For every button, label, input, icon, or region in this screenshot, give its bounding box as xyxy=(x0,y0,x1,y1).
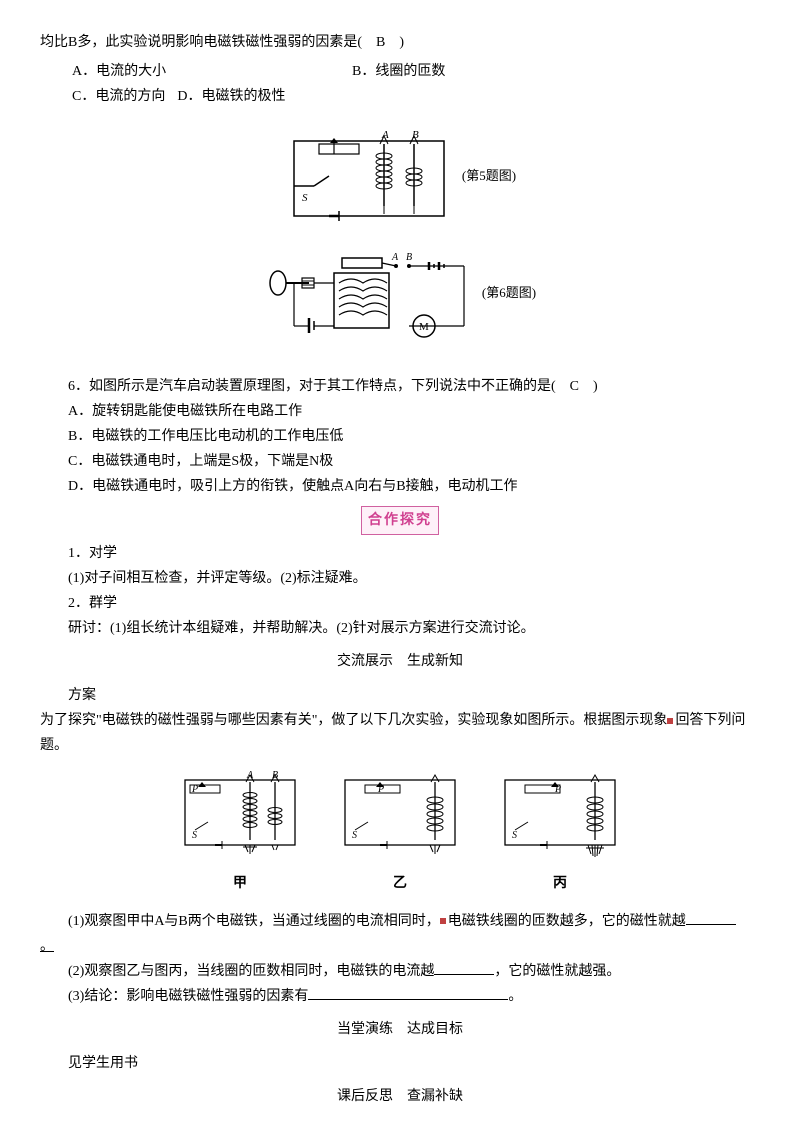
pair-study-title: 1．对学 xyxy=(40,541,760,566)
q6-option-a: A．旋转钥匙能使电磁铁所在电路工作 xyxy=(40,399,760,424)
blank-1 xyxy=(686,911,736,925)
bing-svg: P S xyxy=(500,770,620,860)
section-b-title: 当堂演练 达成目标 xyxy=(40,1017,760,1042)
yi-svg: P S xyxy=(340,770,460,860)
diagram-yi: P S 乙 xyxy=(340,770,460,896)
svg-text:S: S xyxy=(352,830,357,841)
q5-option-c: C．电流的方向 xyxy=(72,84,165,109)
blank-3 xyxy=(308,986,508,1000)
bing-label: 丙 xyxy=(500,871,620,896)
diagram-block: S A B xyxy=(40,120,760,354)
obs1-text-b: 电磁铁线圈的匝数越多，它的磁性就越 xyxy=(448,914,686,929)
triple-diagram: P S A B 甲 xyxy=(40,770,760,896)
q6-figure-row: A B M (第6题图) xyxy=(264,238,536,348)
q6-option-d: D．电磁铁通电时，吸引上方的衔铁，使触点A向右与B接触，电动机工作 xyxy=(40,474,760,499)
svg-text:A: A xyxy=(391,252,399,263)
see-book: 见学生用书 xyxy=(40,1051,760,1076)
coop-tag: 合作探究 xyxy=(361,506,439,535)
q6-stem-line: 6．如图所示是汽车启动装置原理图，对于其工作特点，下列说法中不正确的是( C ) xyxy=(40,374,760,399)
jia-svg: P S A B xyxy=(180,770,300,860)
red-mark-icon-2 xyxy=(440,918,446,924)
svg-text:B: B xyxy=(406,252,412,263)
coop-tag-row: 合作探究 xyxy=(40,506,760,535)
obs1-trailing: 。 xyxy=(40,934,760,959)
blank-2 xyxy=(434,961,494,975)
q6-circuit-diagram: A B M xyxy=(264,238,474,348)
plan-text-line: 为了探究"电磁铁的磁性强弱与哪些因素有关"，做了以下几次实验，实验现象如图所示。… xyxy=(40,708,760,758)
obs3-line: (3)结论：影响电磁铁磁性强弱的因素有 。 xyxy=(40,984,760,1009)
q6-number: 6 xyxy=(68,379,75,394)
q5-option-b: B．线圈的匝数 xyxy=(352,59,445,84)
obs1-line: (1)观察图甲中A与B两个电磁铁，当通过线圈的电流相同时， 电磁铁线圈的匝数越多，… xyxy=(40,909,760,934)
yi-label: 乙 xyxy=(340,871,460,896)
diagram-jia: P S A B 甲 xyxy=(180,770,300,896)
q5-option-d: D．电磁铁的极性 xyxy=(177,84,285,109)
group-study-line: 研讨：(1)组长统计本组疑难，并帮助解决。(2)针对展示方案进行交流讨论。 xyxy=(40,616,760,641)
obs3-text-b: 。 xyxy=(508,989,522,1004)
q5-figure-row: S A B xyxy=(284,126,516,226)
obs3-text-a: (3)结论：影响电磁铁磁性强弱的因素有 xyxy=(68,989,308,1004)
q6-stem: ．如图所示是汽车启动装置原理图，对于其工作特点，下列说法中不正确的是( C ) xyxy=(75,379,598,394)
pair-study-line: (1)对子间相互检查，并评定等级。(2)标注疑难。 xyxy=(40,566,760,591)
obs2-text-b: ，它的磁性就越强。 xyxy=(494,964,620,979)
q5-figure-label: (第5题图) xyxy=(462,164,516,187)
diagram-bing: P S 丙 xyxy=(500,770,620,896)
q6-figure-label: (第6题图) xyxy=(482,281,536,304)
obs2-line: (2)观察图乙与图丙，当线圈的匝数相同时，电磁铁的电流越 ，它的磁性就越强。 xyxy=(40,959,760,984)
q5-switch-label: S xyxy=(302,192,308,204)
obs1-text-a: (1)观察图甲中A与B两个电磁铁，当通过线圈的电流相同时， xyxy=(68,914,440,929)
q6-option-b: B．电磁铁的工作电压比电动机的工作电压低 xyxy=(40,424,760,449)
red-mark-icon xyxy=(667,718,673,724)
q5-option-a: A．电流的大小 xyxy=(72,59,352,84)
q5-options: A．电流的大小 B．线圈的匝数 C．电流的方向 D．电磁铁的极性 xyxy=(40,59,760,109)
obs2-text-a: (2)观察图乙与图丙，当线圈的匝数相同时，电磁铁的电流越 xyxy=(68,964,434,979)
plan-text-part1: 为了探究"电磁铁的磁性强弱与哪些因素有关"，做了以下几次实验，实验现象如图所示。… xyxy=(40,713,667,728)
q6-option-c: C．电磁铁通电时，上端是S极，下端是N极 xyxy=(40,449,760,474)
section-c-title: 课后反思 查漏补缺 xyxy=(40,1084,760,1109)
svg-text:S: S xyxy=(192,830,197,841)
svg-text:M: M xyxy=(419,321,429,333)
plan-title: 方案 xyxy=(40,683,760,708)
svg-text:S: S xyxy=(512,830,517,841)
q5-stem: 均比B多，此实验说明影响电磁铁磁性强弱的因素是( B ) xyxy=(40,30,760,55)
q5-circuit-diagram: S A B xyxy=(284,126,454,226)
jia-label: 甲 xyxy=(180,871,300,896)
group-study-title: 2．群学 xyxy=(40,591,760,616)
section-a-title: 交流展示 生成新知 xyxy=(40,649,760,674)
